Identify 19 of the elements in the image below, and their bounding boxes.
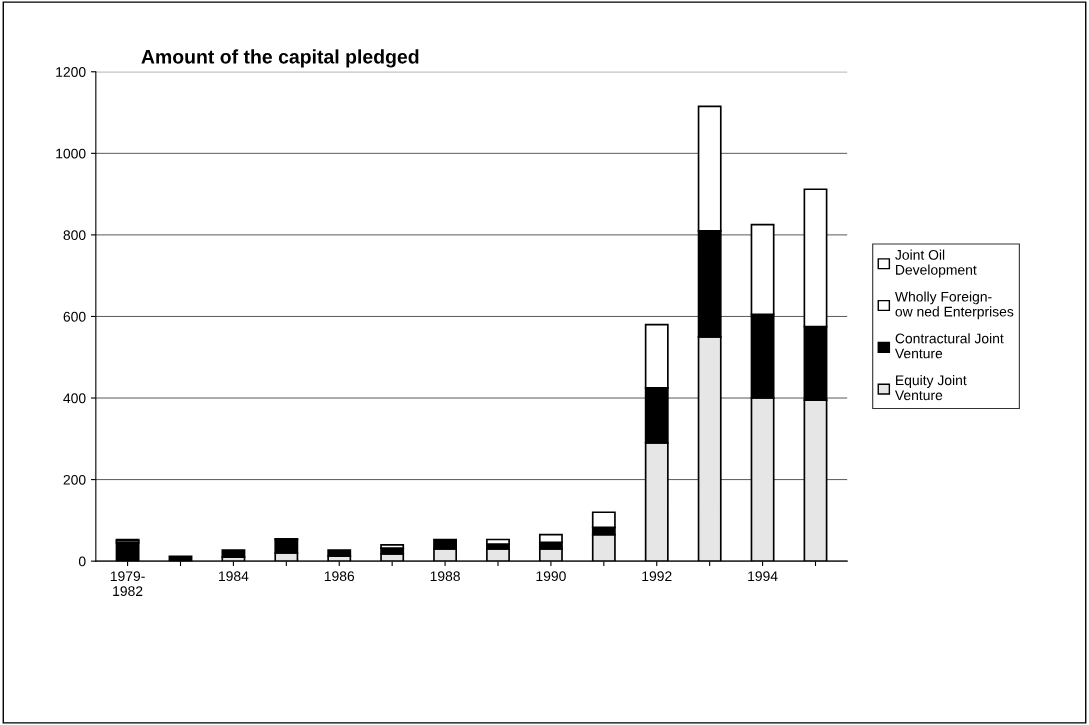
y-tick-label: 400: [63, 393, 86, 404]
x-tick-label: 1984: [219, 571, 249, 582]
legend-label: Contractural Joint Venture: [894, 333, 1004, 359]
legend-label: Wholly Foreign- ow ned Enterprises: [894, 291, 1014, 320]
y-tick-label: 1000: [56, 148, 86, 159]
legend-label: Equity Joint Venture: [894, 374, 967, 401]
y-tick-label: 0: [78, 556, 86, 567]
y-tick-label: 1200: [56, 67, 86, 77]
x-tick-label: 1992: [642, 571, 672, 582]
x-tick-label: 1988: [430, 571, 460, 582]
x-tick-label: 1979- 1982: [110, 571, 145, 597]
chart-title: Amount of the capital pledged: [141, 49, 419, 68]
y-tick-label: 800: [63, 230, 86, 241]
legend-label: Joint Oil Development: [895, 249, 977, 278]
y-tick-label: 200: [63, 474, 86, 485]
x-tick-label: 1994: [748, 571, 778, 582]
y-tick-label: 600: [63, 311, 86, 322]
x-tick-label: 1986: [324, 571, 355, 582]
x-tick-label: 1990: [536, 571, 566, 582]
